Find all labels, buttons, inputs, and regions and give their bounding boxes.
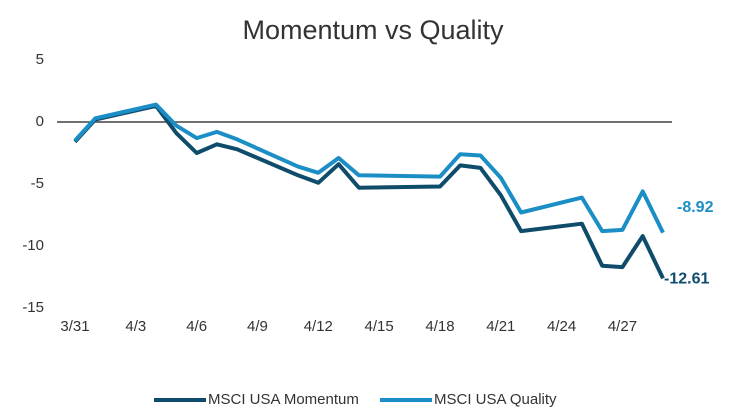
x-tick-label: 4/9 [247,318,268,335]
x-tick-label: 4/18 [425,318,454,335]
x-tick-label: 4/12 [304,318,333,335]
x-tick-label: 4/6 [186,318,207,335]
series-line [73,103,665,280]
y-tick-label: 0 [36,113,44,130]
end-label: -8.92 [677,199,714,216]
x-tick-label: 3/31 [60,318,89,335]
legend-label: MSCI USA Quality [434,391,557,408]
series-line [73,102,665,234]
x-tick-label: 4/27 [608,318,637,335]
x-tick-label: 4/3 [125,318,146,335]
y-tick-label: -15 [22,299,44,316]
end-label: -12.61 [664,271,709,288]
y-tick-label: -10 [22,237,44,254]
legend-label: MSCI USA Momentum [208,391,359,408]
y-tick-label: 5 [36,51,44,68]
chart-title: Momentum vs Quality [242,15,504,45]
x-tick-label: 4/21 [486,318,515,335]
x-tick-label: 4/24 [547,318,576,335]
y-tick-label: -5 [31,175,44,192]
x-tick-label: 4/15 [365,318,394,335]
